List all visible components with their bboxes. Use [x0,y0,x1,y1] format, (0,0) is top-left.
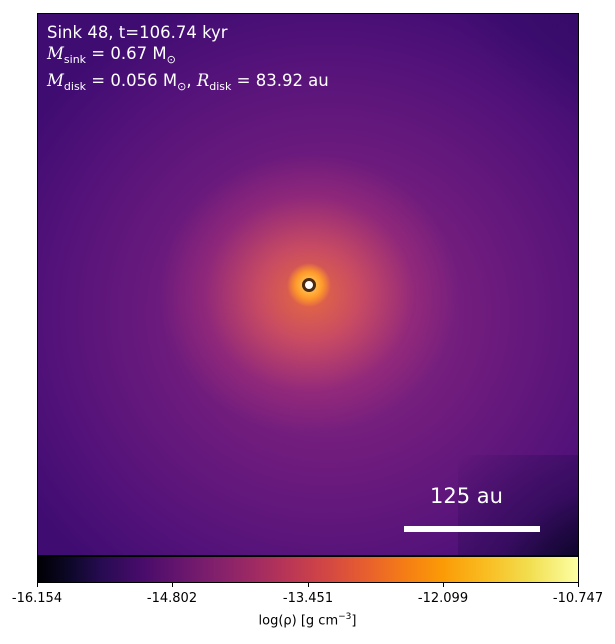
sink-mass-unit: ⊙ [166,53,176,66]
colorbar-label-end: ] [351,613,357,629]
disk-props-label: Mdisk = 0.056 M⊙, Rdisk = 83.92 au [47,70,329,97]
disk-radius-symbol: R [196,71,210,90]
density-gradient-bottom-right [458,455,578,555]
sink-mass-label: Msink = 0.67 M⊙ [47,43,329,70]
colorbar-tick [308,583,309,587]
density-map: Sink 48, t=106.74 kyr Msink = 0.67 M⊙ Md… [37,13,579,556]
disk-mass-symbol: M [47,71,64,90]
disk-mass-sub: disk [63,80,87,93]
disk-radius-sub: disk [209,80,232,93]
scalebar [404,526,540,532]
colorbar-tick-label: -14.802 [146,591,198,606]
colorbar-label-exponent: −3 [338,612,352,622]
colorbar-tick-label: -12.099 [417,591,469,606]
disk-mass-unit: ⊙ [177,80,187,93]
disk-radius-value: = 83.92 au [231,71,329,90]
sink-mass-value: = 0.67 M [86,44,167,63]
sink-mass-symbol: M [47,44,64,63]
colorbar-tick [443,583,444,587]
colorbar-tick-label: -13.451 [282,591,334,606]
colorbar-tick [37,583,38,587]
sink-marker-icon [302,278,316,292]
sink-mass-sub: sink [63,53,87,66]
disk-sep: , [186,71,197,90]
colorbar-tick [172,583,173,587]
scalebar-label: 125 au [430,484,503,508]
colorbar-tick-label: -10.747 [552,591,604,606]
colorbar-tick-label: -16.154 [11,591,63,606]
colorbar [37,556,579,583]
colorbar-tick [578,583,579,587]
sink-time-label: Sink 48, t=106.74 kyr [47,23,228,42]
colorbar-label: log(ρ) [g cm−3] [0,612,615,628]
info-annotation: Sink 48, t=106.74 kyr Msink = 0.67 M⊙ Md… [47,22,329,97]
colorbar-label-text: log(ρ) [g cm [258,613,339,629]
density-gradient-top-right [438,14,578,134]
disk-mass-value: = 0.056 M [86,71,178,90]
